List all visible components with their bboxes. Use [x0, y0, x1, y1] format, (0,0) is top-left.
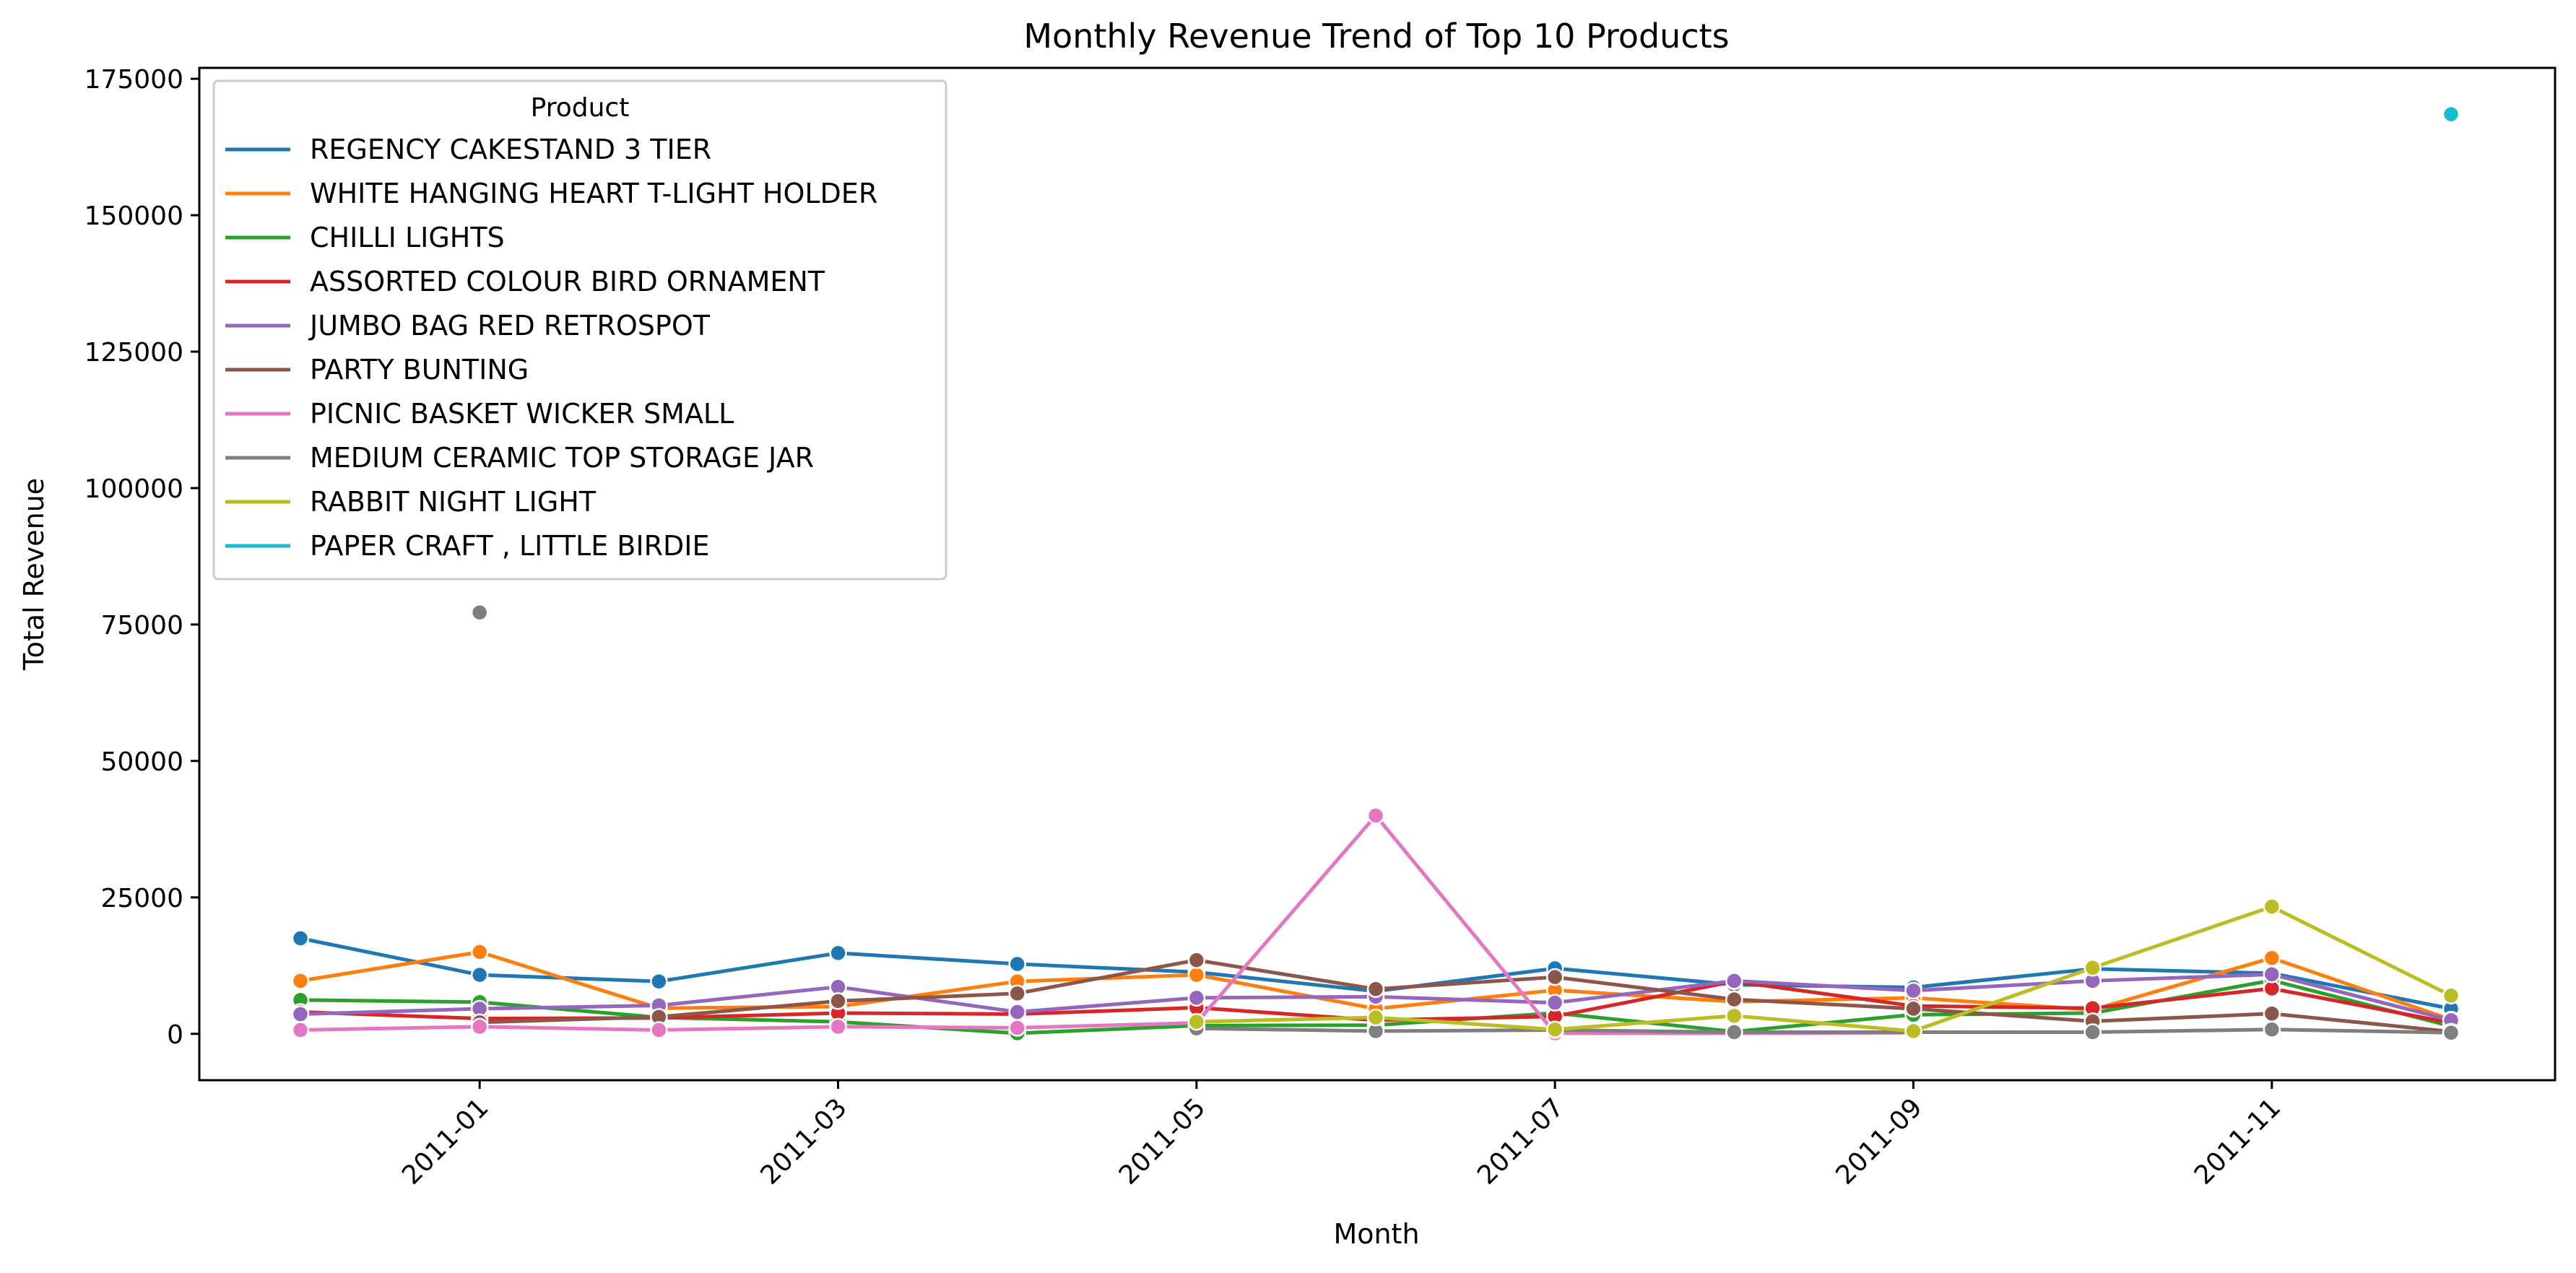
- data-point: [470, 1017, 489, 1036]
- x-tick-label: 2011-11: [2189, 1092, 2286, 1190]
- data-point: [2263, 949, 2281, 967]
- data-point: [2263, 965, 2281, 983]
- data-point: [2442, 986, 2460, 1005]
- data-point: [291, 972, 310, 990]
- data-point: [1366, 980, 1385, 999]
- legend-entry: CHILLI LIGHTS: [310, 222, 505, 253]
- x-tick-label: 2011-03: [755, 1092, 853, 1190]
- series-7: [470, 604, 2460, 1042]
- data-point: [650, 972, 668, 991]
- data-point: [2263, 898, 2281, 916]
- data-point: [2083, 959, 2102, 977]
- legend-entry: PAPER CRAFT , LITTLE BIRDIE: [310, 530, 709, 562]
- x-axis-title: Month: [1333, 1218, 1419, 1250]
- data-point: [1187, 989, 1206, 1007]
- legend-title: Product: [531, 93, 630, 123]
- legend-entry: PARTY BUNTING: [310, 354, 529, 386]
- legend-entry: MEDIUM CERAMIC TOP STORAGE JAR: [310, 442, 814, 474]
- y-tick-label: 175000: [84, 65, 183, 95]
- data-point: [1008, 1003, 1026, 1021]
- y-tick-label: 50000: [100, 747, 183, 777]
- data-point: [1904, 981, 1922, 1000]
- data-point: [1904, 999, 1922, 1018]
- series-line: [1196, 1026, 2452, 1035]
- y-tick-label: 25000: [100, 884, 183, 913]
- data-point: [291, 929, 310, 947]
- data-point: [2442, 1023, 2460, 1042]
- data-point: [1725, 990, 1743, 1009]
- data-point: [2263, 1020, 2281, 1038]
- data-point: [1904, 1022, 1922, 1040]
- x-tick-label: 2011-05: [1114, 1092, 1211, 1190]
- data-point: [2263, 1004, 2281, 1023]
- legend-entry: REGENCY CAKESTAND 3 TIER: [310, 134, 711, 165]
- series-5: [470, 951, 2460, 1040]
- legend-entry: WHITE HANGING HEART T-LIGHT HOLDER: [310, 178, 877, 209]
- data-point: [1725, 972, 1743, 990]
- data-point: [1187, 1012, 1206, 1031]
- data-point: [1725, 1023, 1743, 1041]
- series-9: [2442, 105, 2460, 123]
- x-axis: 2011-01 2011-03 2011-05 2011-07 2011-09 2011-…: [396, 1080, 2286, 1191]
- data-point: [1545, 1020, 1564, 1038]
- data-point: [1366, 807, 1385, 825]
- data-point: [470, 943, 489, 961]
- data-point: [829, 944, 847, 963]
- y-tick-label: 150000: [84, 201, 183, 231]
- data-point: [650, 1021, 668, 1039]
- data-point: [470, 604, 489, 622]
- data-point: [1725, 1007, 1743, 1025]
- plot-frame: [198, 66, 2557, 1082]
- y-tick-label: 125000: [84, 338, 183, 368]
- legend-entry: JUMBO BAG RED RETROSPOT: [308, 310, 711, 342]
- data-point: [1008, 984, 1026, 1003]
- data-point: [291, 1005, 310, 1023]
- series-line: [480, 958, 2452, 1034]
- legend-entry: RABBIT NIGHT LIGHT: [310, 486, 597, 518]
- data-point: [829, 992, 847, 1010]
- data-point: [1366, 1008, 1385, 1027]
- series-8: [1187, 898, 2460, 1040]
- data-point: [2442, 105, 2460, 123]
- data-point: [470, 965, 489, 984]
- data-point: [1545, 968, 1564, 986]
- data-point: [1008, 955, 1026, 973]
- data-point: [829, 1017, 847, 1036]
- data-point: [2083, 1023, 2102, 1041]
- y-tick-label: 75000: [100, 611, 183, 640]
- y-axis-title: Total Revenue: [18, 478, 50, 671]
- series-line: [1196, 905, 2453, 1033]
- legend-box: [212, 79, 947, 581]
- data-point: [1545, 994, 1564, 1012]
- series-line: [300, 813, 1914, 1035]
- data-point: [291, 1021, 310, 1039]
- y-axis: 0 25000 50000 75000 100000 125000 150000 175000: [84, 65, 199, 1050]
- data-point: [1008, 1019, 1026, 1037]
- data-point: [1187, 951, 1206, 969]
- chart-title: Monthly Revenue Trend of Top 10 Products: [1023, 17, 1729, 56]
- legend-entry: PICNIC BASKET WICKER SMALL: [310, 398, 734, 430]
- x-tick-label: 2011-07: [1472, 1092, 1569, 1190]
- legend: Product REGENCY CAKESTAND 3 TIER WHITE HAN…: [212, 79, 947, 581]
- x-tick-label: 2011-01: [396, 1092, 494, 1190]
- x-tick-label: 2011-09: [1831, 1092, 1928, 1190]
- y-tick-label: 0: [167, 1020, 183, 1050]
- data-point: [1187, 965, 1206, 984]
- y-tick-label: 100000: [84, 474, 183, 504]
- legend-entry: ASSORTED COLOUR BIRD ORNAMENT: [310, 266, 825, 297]
